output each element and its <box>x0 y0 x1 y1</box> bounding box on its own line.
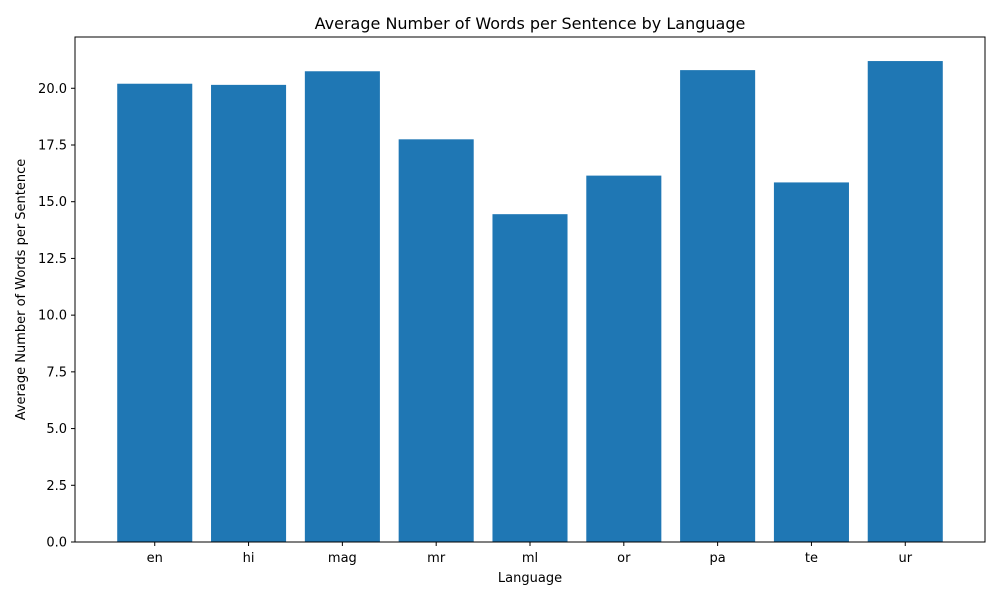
y-tick-label: 17.5 <box>38 138 67 153</box>
y-axis-label: Average Number of Words per Sentence <box>14 159 29 421</box>
y-tick-label: 12.5 <box>38 252 67 267</box>
bar-ur <box>867 61 943 543</box>
bars-layer <box>117 61 943 543</box>
bar-hi <box>211 84 287 543</box>
y-axis-ticks: 0.0 2.5 5.0 7.5 10.0 12.5 15.0 17.5 20.0 <box>38 82 75 551</box>
x-tick-label: ml <box>522 551 538 566</box>
x-tick-label: ur <box>898 551 912 566</box>
bar-ml <box>492 214 568 542</box>
x-tick-label: pa <box>710 551 726 566</box>
y-tick-label: 20.0 <box>38 82 67 97</box>
chart-title: Average Number of Words per Sentence by … <box>315 14 746 33</box>
x-tick-label: en <box>147 551 163 566</box>
bar-or <box>586 175 662 543</box>
x-axis-ticks: en hi mag mr ml or pa te ur <box>147 542 913 566</box>
y-tick-label: 15.0 <box>38 195 67 210</box>
x-tick-label: mag <box>328 551 357 566</box>
x-tick-label: or <box>617 551 631 566</box>
bar-mr <box>398 139 474 542</box>
y-tick-label: 10.0 <box>38 309 67 324</box>
x-tick-label: mr <box>427 551 446 566</box>
x-axis-label: Language <box>498 571 562 586</box>
y-tick-label: 0.0 <box>46 536 67 551</box>
y-tick-label: 2.5 <box>46 479 67 494</box>
bar-en <box>117 83 193 542</box>
plot-area-frame <box>74 36 986 543</box>
x-tick-label: te <box>805 551 818 566</box>
bar-mag <box>304 71 380 542</box>
y-tick-label: 7.5 <box>46 365 67 380</box>
bar-pa <box>680 70 756 543</box>
bar-te <box>773 182 849 543</box>
y-tick-label: 5.0 <box>46 422 67 437</box>
x-tick-label: hi <box>243 551 255 566</box>
